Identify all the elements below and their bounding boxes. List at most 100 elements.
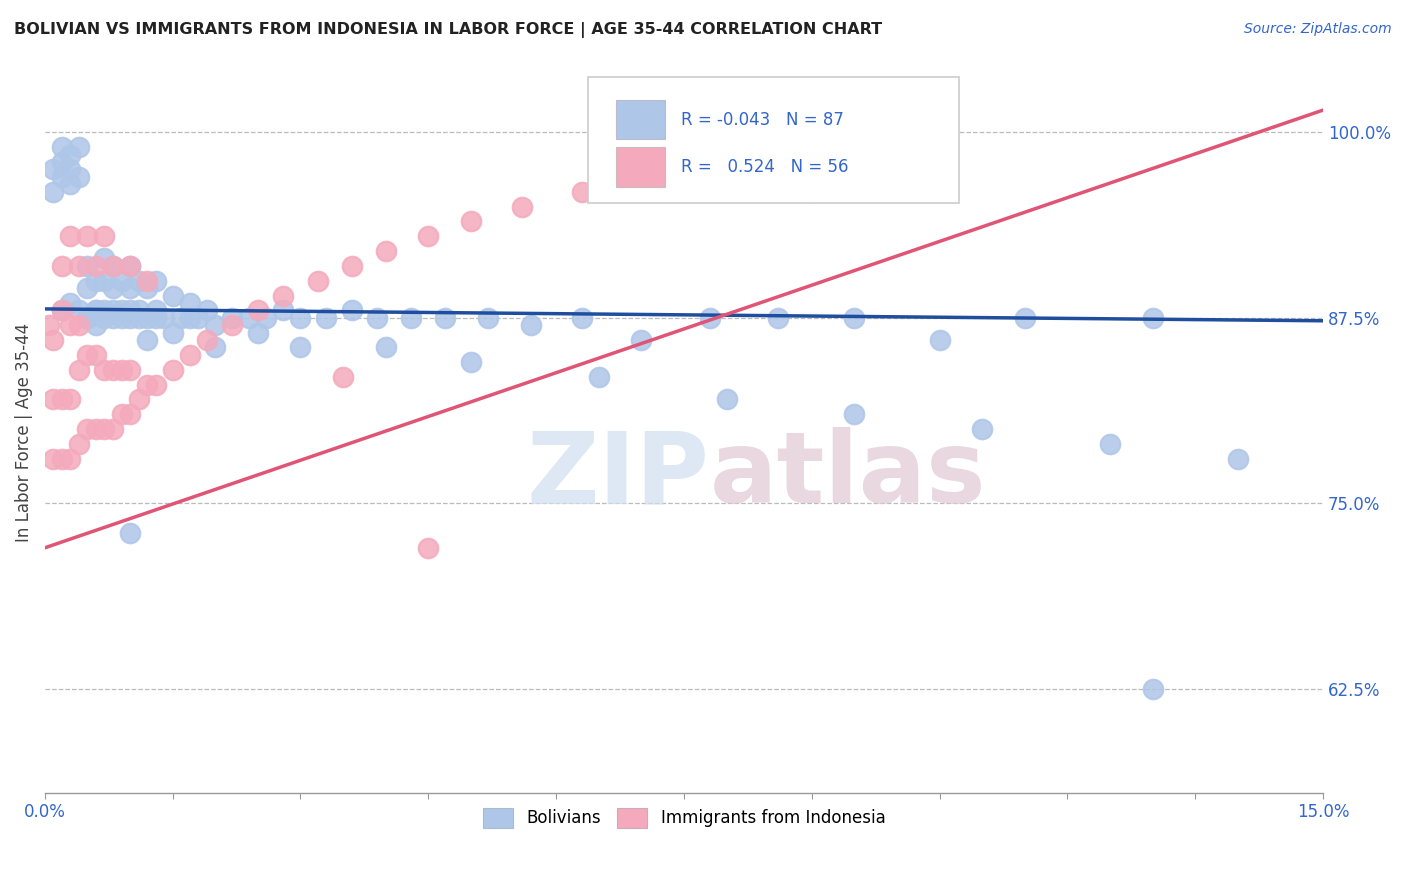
- Point: [110, 310, 132, 325]
- Point: [145, 310, 167, 325]
- Point: [162, 326, 184, 340]
- Point: [145, 377, 167, 392]
- Point: [42, 185, 65, 199]
- Point: [101, 281, 124, 295]
- Point: [84, 422, 107, 436]
- Point: [136, 333, 159, 347]
- Point: [93, 310, 115, 325]
- Point: [59, 296, 82, 310]
- Point: [84, 303, 107, 318]
- Point: [84, 348, 107, 362]
- Point: [76, 259, 98, 273]
- Point: [716, 392, 738, 407]
- Point: [290, 310, 312, 325]
- Point: [273, 303, 295, 318]
- Point: [42, 162, 65, 177]
- Point: [179, 310, 201, 325]
- Point: [153, 310, 176, 325]
- Point: [51, 451, 73, 466]
- Point: [59, 147, 82, 161]
- Point: [76, 310, 98, 325]
- Point: [51, 169, 73, 184]
- Point: [246, 303, 269, 318]
- Point: [571, 310, 593, 325]
- Point: [101, 259, 124, 273]
- Point: [588, 370, 610, 384]
- Point: [59, 162, 82, 177]
- Point: [101, 303, 124, 318]
- Point: [118, 310, 141, 325]
- Point: [1226, 451, 1249, 466]
- Point: [42, 333, 65, 347]
- Point: [136, 281, 159, 295]
- Point: [221, 318, 243, 333]
- Point: [246, 326, 269, 340]
- Point: [118, 363, 141, 377]
- Point: [273, 288, 295, 302]
- Point: [145, 303, 167, 318]
- Point: [1142, 681, 1164, 696]
- Point: [766, 310, 789, 325]
- FancyBboxPatch shape: [588, 77, 959, 202]
- Point: [136, 274, 159, 288]
- Point: [571, 185, 593, 199]
- Point: [42, 392, 65, 407]
- Point: [477, 310, 499, 325]
- Point: [110, 407, 132, 421]
- Point: [84, 318, 107, 333]
- Point: [67, 259, 90, 273]
- Point: [67, 140, 90, 154]
- Point: [67, 169, 90, 184]
- Point: [699, 310, 721, 325]
- Point: [128, 303, 150, 318]
- Point: [204, 318, 226, 333]
- Point: [519, 318, 541, 333]
- Point: [67, 437, 90, 451]
- Point: [1014, 310, 1036, 325]
- Text: Source: ZipAtlas.com: Source: ZipAtlas.com: [1244, 22, 1392, 37]
- Point: [170, 310, 193, 325]
- Point: [93, 363, 115, 377]
- Point: [716, 169, 738, 184]
- Point: [128, 392, 150, 407]
- Point: [187, 310, 209, 325]
- Point: [59, 392, 82, 407]
- Point: [101, 310, 124, 325]
- Point: [118, 407, 141, 421]
- Point: [434, 310, 457, 325]
- Point: [418, 541, 440, 555]
- Point: [128, 310, 150, 325]
- Point: [844, 407, 866, 421]
- Point: [221, 310, 243, 325]
- Point: [59, 318, 82, 333]
- Text: ZIP: ZIP: [527, 427, 710, 524]
- Point: [118, 303, 141, 318]
- Point: [67, 363, 90, 377]
- Point: [84, 274, 107, 288]
- Point: [51, 155, 73, 169]
- Point: [366, 310, 388, 325]
- Point: [118, 259, 141, 273]
- Text: BOLIVIAN VS IMMIGRANTS FROM INDONESIA IN LABOR FORCE | AGE 35-44 CORRELATION CHA: BOLIVIAN VS IMMIGRANTS FROM INDONESIA IN…: [14, 22, 882, 38]
- Point: [340, 259, 363, 273]
- Point: [374, 244, 396, 258]
- Point: [162, 363, 184, 377]
- Point: [136, 310, 159, 325]
- Point: [51, 303, 73, 318]
- Point: [101, 363, 124, 377]
- Point: [307, 274, 329, 288]
- Point: [418, 229, 440, 244]
- Point: [162, 288, 184, 302]
- Point: [59, 229, 82, 244]
- Point: [638, 169, 661, 184]
- Point: [128, 274, 150, 288]
- Point: [76, 310, 98, 325]
- Point: [204, 341, 226, 355]
- Point: [1142, 310, 1164, 325]
- Point: [254, 310, 277, 325]
- Point: [110, 303, 132, 318]
- Point: [59, 451, 82, 466]
- Point: [38, 318, 60, 333]
- Text: atlas: atlas: [710, 427, 986, 524]
- Point: [42, 451, 65, 466]
